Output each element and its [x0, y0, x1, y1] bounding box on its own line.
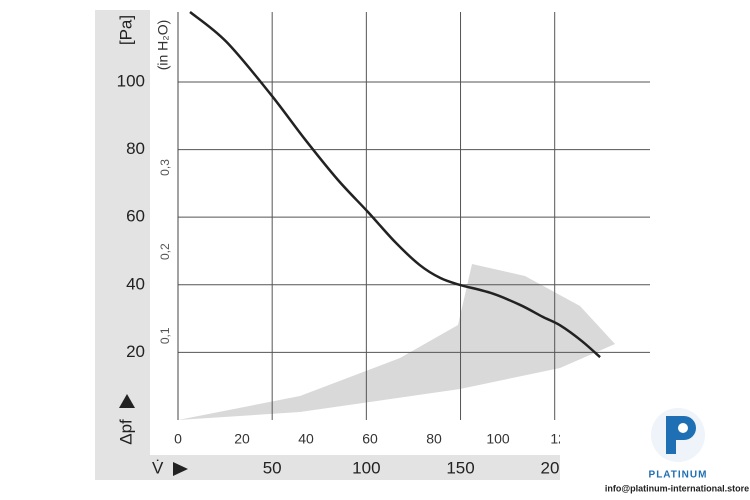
y-tick-label: 20 [126, 342, 145, 361]
x2-tick-label: 150 [446, 458, 474, 477]
y-tick-label: 100 [117, 71, 145, 90]
y-axis-symbol: Δpf [116, 419, 135, 445]
logo-name: PLATINUM [649, 470, 708, 481]
x-tick-label: 100 [486, 431, 510, 447]
x-tick-label: 40 [298, 431, 314, 447]
labels: 20 40 60 80 100 0,1 0,2 0,3 50 100 150 200 0 20 40 60 80… [117, 71, 574, 477]
logo-mark [666, 416, 696, 454]
x-tick-label: 20 [234, 431, 250, 447]
logo: PLATINUM info@platinum-international.sto… [605, 408, 749, 493]
x-axis-symbol: V̇ [152, 458, 164, 477]
x2-tick-label: 50 [263, 458, 282, 477]
operating-zone [178, 264, 615, 420]
y-tick-label: 60 [126, 207, 145, 226]
plot [189, 11, 601, 359]
y-axis-label: [Pa] [116, 15, 135, 45]
curve [189, 11, 601, 359]
y-tick-label: 80 [126, 139, 145, 158]
axis-strip [95, 455, 560, 480]
y-tick-label: 40 [126, 274, 145, 293]
x-arrow [173, 462, 188, 476]
grid [178, 12, 650, 420]
x-tick-label: 80 [426, 431, 442, 447]
x2-tick-label: 100 [352, 458, 380, 477]
y2-tick-label: 0,2 [158, 243, 172, 260]
x-tick-label: 120 [550, 431, 574, 447]
x-tick-label: 0 [174, 431, 182, 447]
y-arrow [119, 394, 135, 408]
x2-tick-label: 200 [541, 458, 569, 477]
y2-axis-label: (in H₂O) [155, 20, 171, 71]
x-tick-label: 60 [362, 431, 378, 447]
logo-hole [678, 423, 688, 433]
y2-tick-label: 0,3 [158, 159, 172, 176]
logo-contact: info@platinum-international.store [605, 483, 749, 493]
axis-panel [95, 10, 150, 480]
y2-tick-label: 0,1 [158, 327, 172, 344]
